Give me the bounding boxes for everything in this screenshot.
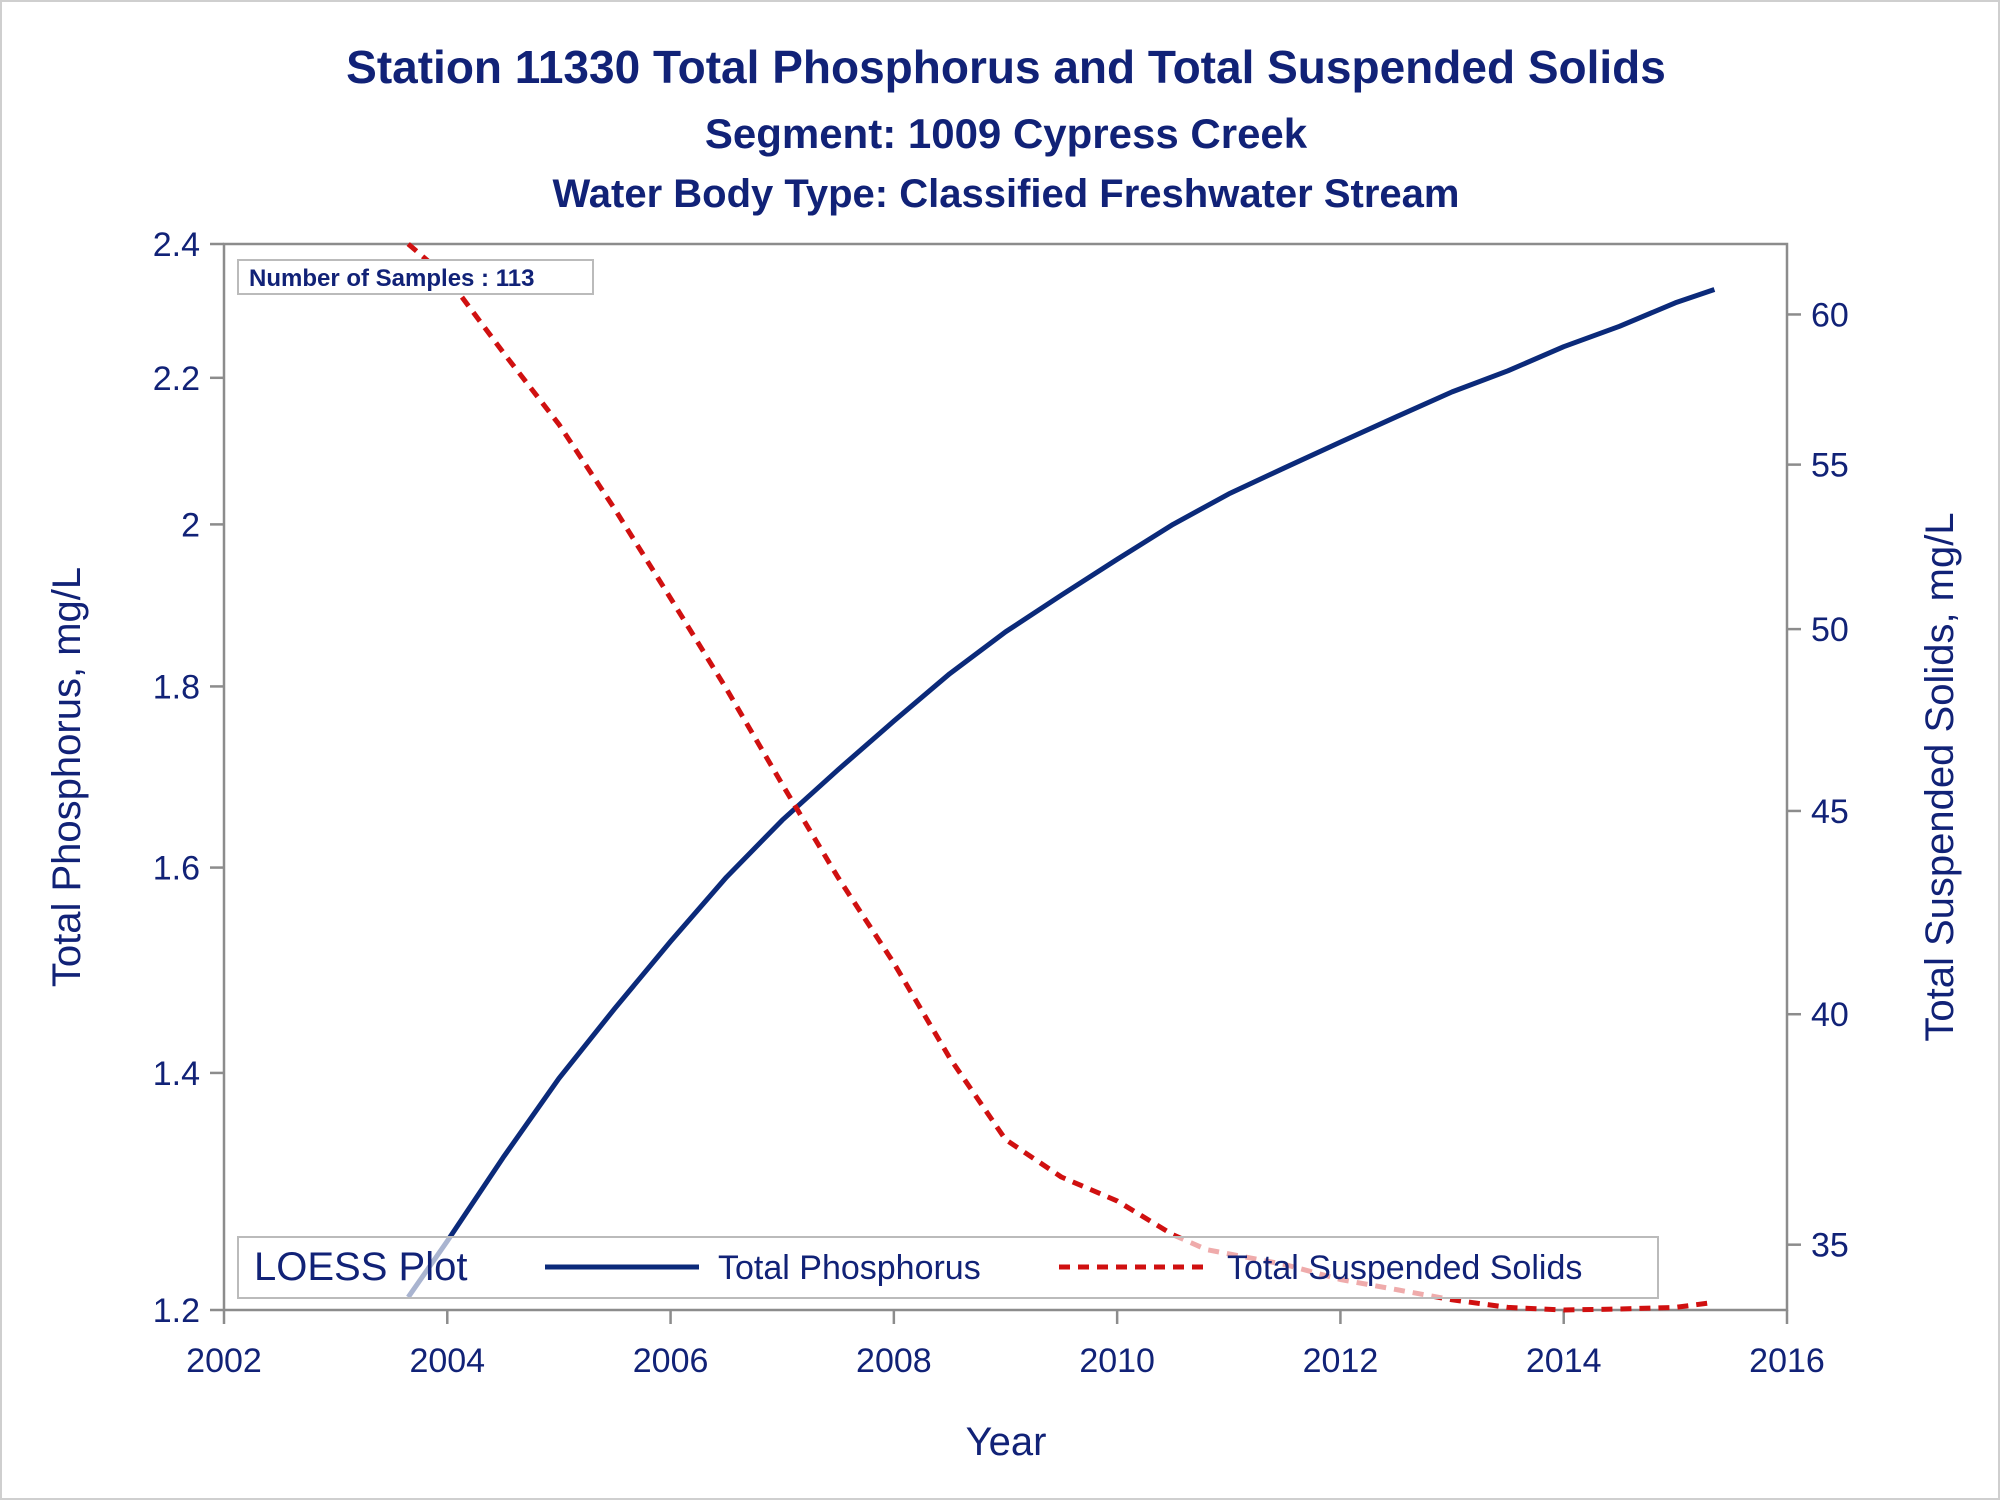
x-tick-label: 2016	[1749, 1342, 1825, 1380]
x-tick-label: 2008	[856, 1342, 932, 1380]
x-tick-label: 2014	[1526, 1342, 1602, 1380]
x-tick-label: 2012	[1303, 1342, 1379, 1380]
series-line-total-suspended-solids	[406, 242, 1715, 1313]
x-tick-label: 2010	[1079, 1342, 1155, 1380]
x-axis-label: Year	[966, 1420, 1047, 1464]
x-tick-label: 2006	[633, 1342, 709, 1380]
y-left-tick-label: 1.8	[153, 668, 200, 706]
y-left-tick-label: 2.2	[153, 360, 200, 398]
x-tick-label: 2004	[409, 1342, 485, 1380]
sample-count-annotation: Number of Samples : 113	[237, 259, 594, 295]
legend-label-tss: Total Suspended Solids	[1227, 1249, 1582, 1287]
y-right-tick-label: 50	[1811, 611, 1849, 649]
legend-title: LOESS Plot	[254, 1245, 467, 1289]
x-axis: 2002 2004 2006 2008 2010 2012 2014 2016	[186, 1310, 1825, 1380]
y-right-tick-label: 60	[1811, 296, 1849, 334]
legend-label-phosphorus: Total Phosphorus	[718, 1249, 981, 1287]
y-axis-right-label: Total Suspended Solids, mg/L	[1918, 512, 1962, 1041]
y-left-tick-label: 2.4	[153, 226, 200, 264]
series-layer	[406, 242, 1716, 1313]
y-left-tick-label: 1.6	[153, 850, 200, 888]
legend: LOESS Plot Total Phosphorus Total Suspen…	[237, 1236, 1659, 1299]
series-line-total-phosphorus	[406, 287, 1716, 1299]
y-left-tick-label: 1.4	[153, 1055, 200, 1093]
chart-subtitle-segment: Segment: 1009 Cypress Creek	[705, 110, 1308, 157]
y-axis-left-label: Total Phosphorus, mg/L	[45, 567, 89, 987]
x-tick-label: 2002	[186, 1342, 262, 1380]
sample-count-text: Number of Samples : 113	[249, 265, 534, 292]
y-axis-left: 1.2 1.4 1.6 1.8 2 2.2 2.4	[153, 226, 224, 1330]
y-right-tick-label: 45	[1811, 793, 1849, 831]
chart-title: Station 11330 Total Phosphorus and Total…	[346, 41, 1666, 93]
y-right-tick-label: 35	[1811, 1227, 1849, 1265]
y-right-tick-label: 55	[1811, 447, 1849, 485]
sample-count-box	[237, 259, 594, 295]
y-left-tick-label: 1.2	[153, 1292, 200, 1330]
legend-box	[237, 1236, 1659, 1299]
plot-area	[222, 242, 1789, 1312]
y-right-tick-label: 40	[1811, 996, 1849, 1034]
y-axis-right: 35 40 45 50 55 60	[1787, 296, 1849, 1265]
y-left-tick-label: 2	[181, 506, 200, 544]
chart-subtitle-waterbody: Water Body Type: Classified Freshwater S…	[553, 172, 1460, 216]
